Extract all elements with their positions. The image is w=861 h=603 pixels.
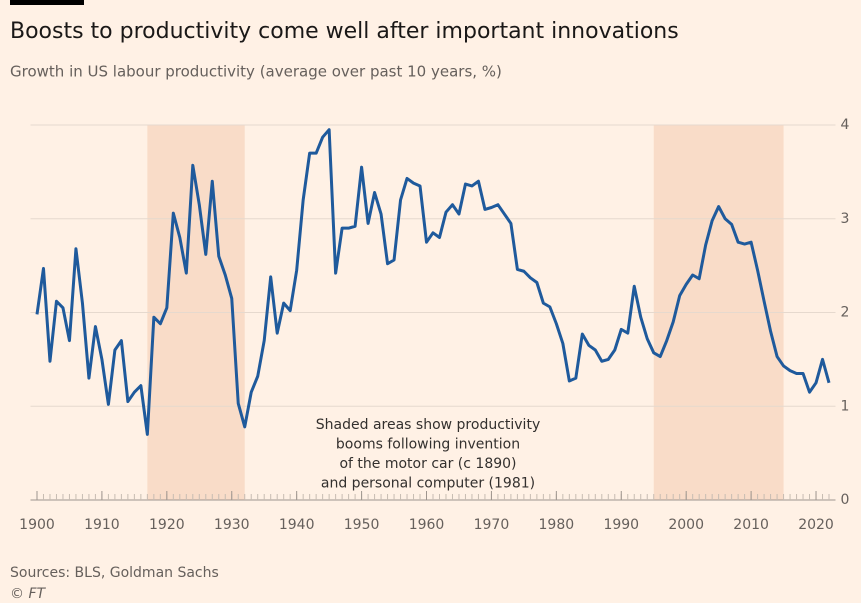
- chart-title: Boosts to productivity come well after i…: [10, 19, 679, 44]
- y-tick-label: 0: [841, 492, 850, 508]
- y-tick-label: 3: [841, 211, 850, 227]
- x-tick-label: 1950: [344, 517, 380, 533]
- credit: © FT: [10, 586, 47, 602]
- source: Sources: BLS, Goldman Sachs: [10, 565, 219, 581]
- x-tick-label: 1940: [279, 517, 315, 533]
- x-tick-label: 1990: [603, 517, 639, 533]
- x-tick-label: 1930: [214, 517, 250, 533]
- y-tick-label: 4: [841, 117, 850, 133]
- x-tick-label: 1960: [409, 517, 445, 533]
- y-tick-label: 1: [841, 398, 850, 414]
- y-tick-label: 2: [841, 305, 850, 321]
- brand-bar: [10, 0, 84, 5]
- annotation: of the motor car (c 1890): [339, 456, 516, 472]
- annotation: Shaded areas show productivity: [316, 417, 540, 433]
- x-tick-label: 1920: [149, 517, 185, 533]
- x-tick-label: 2020: [798, 517, 834, 533]
- x-tick-label: 1910: [84, 517, 120, 533]
- chart-subtitle: Growth in US labour productivity (averag…: [10, 63, 502, 81]
- x-tick-label: 1900: [19, 517, 55, 533]
- data-line: [35, 128, 831, 436]
- x-tick-label: 1970: [474, 517, 510, 533]
- x-tick-label: 1980: [539, 517, 575, 533]
- x-tick-label: 2010: [733, 517, 769, 533]
- annotation: and personal computer (1981): [321, 476, 535, 492]
- annotation: booms following invention: [336, 437, 520, 453]
- x-tick-label: 2000: [668, 517, 704, 533]
